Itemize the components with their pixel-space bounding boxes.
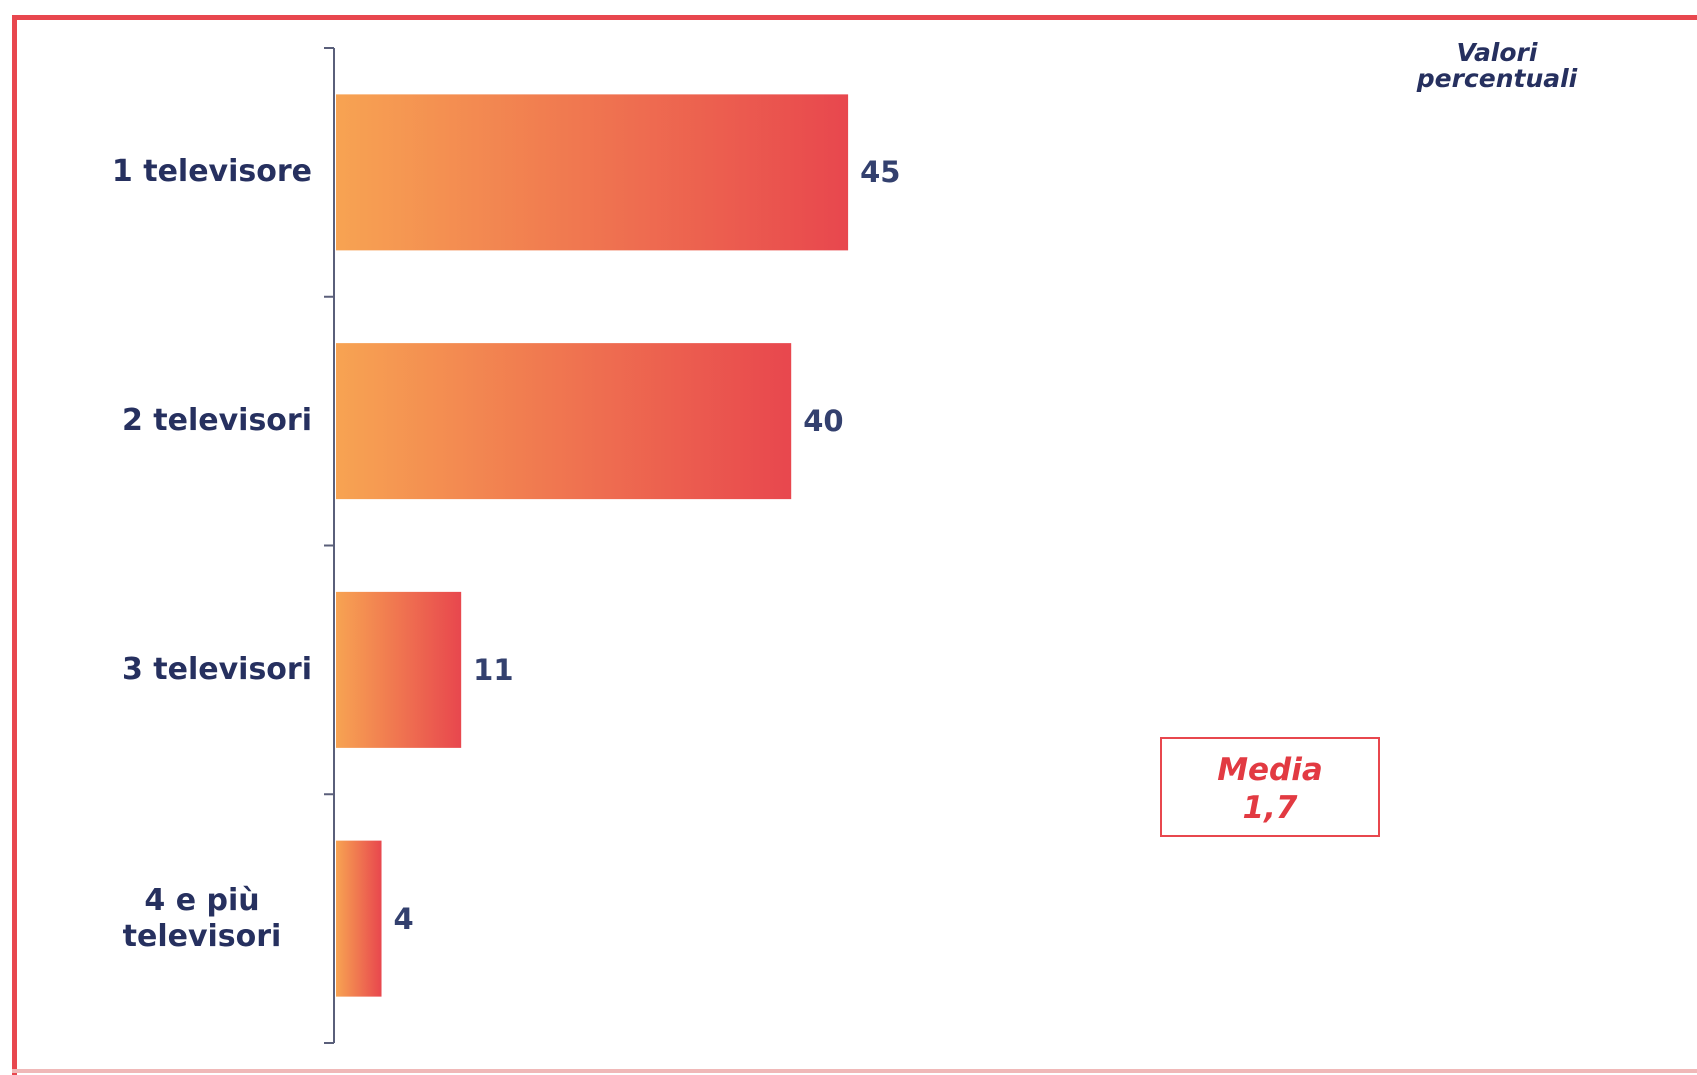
category-label-line: 2 televisori xyxy=(121,403,312,439)
media-annotation-box: Media 1,7 xyxy=(1160,737,1380,837)
category-label: 2 televisori xyxy=(32,403,312,439)
data-label: 40 xyxy=(803,404,844,439)
chart-frame xyxy=(12,15,1697,1075)
category-label-line: 3 televisori xyxy=(121,651,312,687)
data-label: 11 xyxy=(473,652,514,687)
category-label-line: 4 e più xyxy=(144,882,260,918)
category-label-line: 1 televisore xyxy=(111,154,312,190)
frame-bottom-line xyxy=(12,1069,1697,1073)
media-label: Media xyxy=(1217,752,1323,788)
bars xyxy=(336,94,849,997)
media-value: 1,7 xyxy=(1242,790,1298,826)
bar xyxy=(336,94,849,251)
bar xyxy=(336,840,382,997)
y-axis xyxy=(324,47,335,1044)
category-label: 1 televisore xyxy=(32,154,312,190)
data-label: 45 xyxy=(860,155,901,190)
category-label-line: televisori xyxy=(122,918,282,954)
bar xyxy=(336,591,462,748)
category-label: 3 televisori xyxy=(32,652,312,688)
bar xyxy=(336,343,792,500)
category-label: 4 e più televisori xyxy=(92,883,312,955)
unit-note: Valori percentuali xyxy=(1416,38,1578,93)
data-label: 4 xyxy=(393,901,414,936)
